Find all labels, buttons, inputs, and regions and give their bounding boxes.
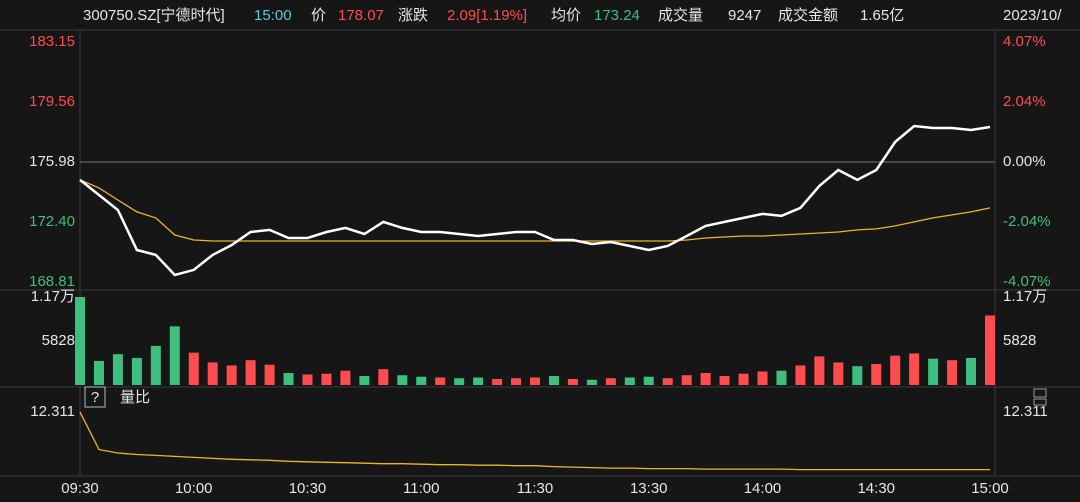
x-tick-label: 11:00 [403, 480, 439, 497]
line [79, 124, 991, 277]
bar [75, 297, 85, 385]
bar [947, 360, 958, 385]
bar [302, 374, 313, 385]
bar [473, 377, 484, 385]
bar [966, 357, 977, 385]
bar [643, 376, 654, 385]
x-tick-label: 15:00 [971, 480, 1009, 497]
field-label: 成交量 [658, 6, 703, 24]
bar [321, 373, 332, 385]
bar [207, 362, 218, 385]
x-tick-label: 10:30 [289, 480, 327, 497]
field-value: 1.65亿 [860, 7, 904, 24]
bar [928, 358, 939, 385]
bar [416, 376, 427, 385]
bar [985, 315, 995, 385]
y-tick-label: 172.40 [29, 213, 75, 230]
bar [681, 375, 692, 385]
bar [871, 363, 882, 385]
x-tick-label: 14:00 [744, 480, 782, 497]
panel-icon[interactable] [1033, 388, 1047, 398]
y2-tick-label: 4.07% [1003, 33, 1046, 50]
bar [605, 378, 616, 385]
y-tick-label: 179.56 [29, 93, 75, 110]
bar [492, 378, 503, 385]
time: 15:00 [254, 7, 292, 24]
y2-tick-label: -4.07% [1003, 273, 1051, 290]
field-value: 173.24 [594, 7, 640, 24]
bar [511, 378, 522, 385]
bar [909, 353, 920, 385]
x-tick-label: 09:30 [61, 480, 99, 497]
bar [435, 377, 446, 385]
help-box[interactable] [84, 386, 106, 408]
bar [264, 364, 275, 385]
bar [567, 378, 578, 385]
bar [833, 362, 844, 385]
bar [340, 370, 351, 385]
y-tick-label: 168.81 [29, 273, 75, 290]
field-value: 9247 [728, 7, 761, 24]
bar [283, 372, 294, 385]
bar [112, 354, 123, 385]
bar [245, 360, 256, 385]
date: 2023/10/ [1003, 7, 1062, 24]
x-tick-label: 10:00 [175, 480, 213, 497]
y-tick-label: 5828 [1003, 332, 1036, 349]
x-tick-label: 11:30 [517, 480, 553, 497]
bar [226, 365, 237, 385]
bar [719, 375, 730, 385]
bar [169, 326, 180, 385]
panel-title: 量比 [120, 389, 150, 406]
bar [586, 379, 597, 385]
y2-tick-label: -2.04% [1003, 213, 1051, 230]
y-tick-label: 183.15 [29, 33, 75, 50]
x-tick-label: 14:30 [857, 480, 895, 497]
bar [131, 357, 142, 385]
bar [738, 373, 749, 385]
x-tick-label: 13:30 [630, 480, 668, 497]
y-tick-label: 175.98 [29, 153, 75, 170]
bar [662, 378, 673, 385]
line [79, 179, 991, 242]
y-tick-label: 12.311 [1003, 403, 1048, 420]
y2-tick-label: 0.00% [1003, 153, 1046, 170]
bar [378, 369, 389, 385]
y-tick-label: 5828 [42, 332, 75, 349]
bar [397, 375, 408, 385]
bar [93, 360, 104, 385]
field-label: 涨跌 [398, 7, 428, 24]
bar [795, 365, 806, 385]
y-tick-label: 1.17万 [1003, 288, 1047, 305]
bar [454, 378, 465, 385]
y-tick-label: 12.311 [30, 403, 75, 420]
help-icon[interactable]: ? [91, 389, 99, 406]
field-label: 均价 [551, 7, 581, 24]
field-label: 成交金额 [778, 6, 838, 24]
bar [757, 371, 768, 385]
symbol: 300750.SZ[宁德时代] [83, 6, 225, 24]
bar [890, 355, 901, 385]
bar [150, 345, 161, 385]
bar [852, 366, 863, 385]
bar [530, 377, 540, 385]
field-label: 价 [311, 7, 326, 24]
bar [700, 372, 711, 385]
panel-icon[interactable] [1033, 398, 1047, 406]
line [79, 411, 990, 471]
bar [188, 352, 199, 385]
y-tick-label: 1.17万 [31, 288, 75, 305]
bar [776, 370, 787, 385]
y2-tick-label: 2.04% [1003, 93, 1046, 110]
bar [814, 356, 825, 385]
field-value: 178.07 [338, 7, 384, 24]
bar [548, 375, 559, 385]
field-value: 2.09[1.19%] [447, 7, 527, 24]
bar [624, 377, 635, 385]
bar [359, 375, 370, 385]
